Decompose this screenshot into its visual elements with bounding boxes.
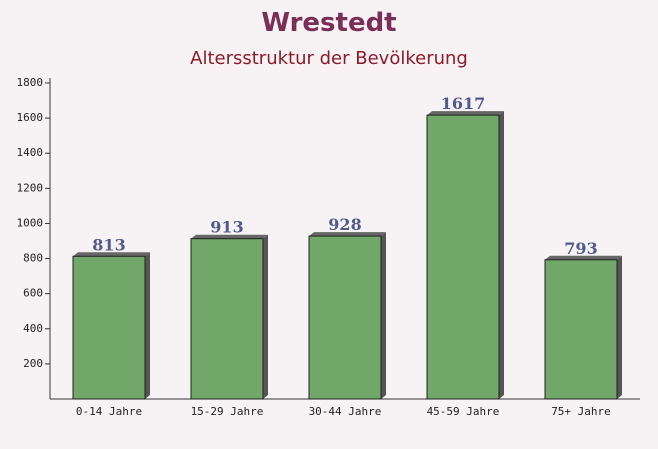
x-tick-label: 30-44 Jahre	[309, 405, 382, 418]
y-tick-label: 1400	[17, 146, 44, 159]
value-label: 913	[210, 218, 243, 237]
y-tick-label: 1800	[17, 76, 44, 89]
bar-shadow	[263, 234, 268, 399]
chart-title: Wrestedt	[261, 8, 396, 38]
x-tick-label: 15-29 Jahre	[191, 405, 264, 418]
chart-subtitle: Altersstruktur der Bevölkerung	[190, 48, 468, 69]
bar	[426, 114, 500, 400]
y-tick-label: 1200	[17, 181, 44, 194]
value-label: 928	[328, 215, 361, 234]
bar	[544, 259, 618, 400]
bar-shadow	[73, 252, 150, 257]
y-tick-label: 800	[23, 252, 43, 265]
y-tick-label: 1600	[17, 111, 44, 124]
bar-shadow	[427, 111, 504, 116]
y-tick-label: 400	[23, 322, 43, 335]
x-tick-label: 75+ Jahre	[551, 405, 611, 418]
bar-shadow	[617, 255, 622, 399]
bar-shadow	[191, 234, 268, 239]
bar	[190, 238, 264, 400]
x-tick-label: 0-14 Jahre	[76, 405, 142, 418]
value-label: 1617	[441, 94, 486, 113]
bar-shadow	[381, 232, 386, 399]
bar-shadow	[309, 232, 386, 237]
bar-shadow	[545, 255, 622, 260]
bar-shadow	[145, 252, 150, 399]
y-tick-label: 600	[23, 287, 43, 300]
x-tick-label: 45-59 Jahre	[427, 405, 500, 418]
y-tick-label: 1000	[17, 216, 44, 229]
bar-shadow	[499, 111, 504, 400]
y-tick-label: 200	[23, 357, 43, 370]
value-label: 793	[564, 239, 597, 258]
bar	[72, 255, 146, 400]
bar	[308, 235, 382, 400]
value-label: 813	[92, 235, 125, 254]
